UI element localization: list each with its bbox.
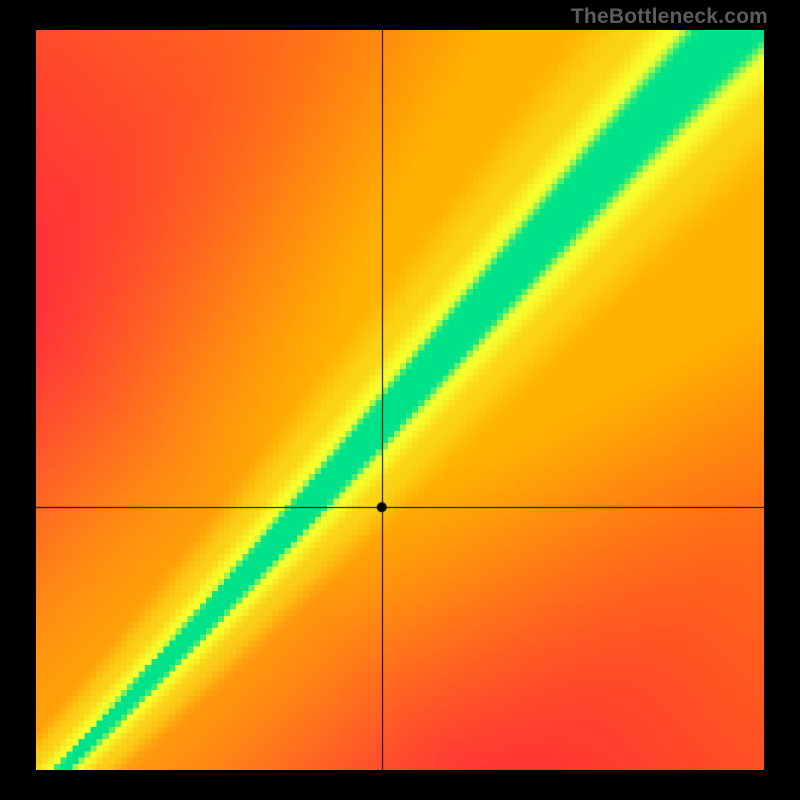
watermark-text: TheBottleneck.com bbox=[571, 5, 768, 29]
crosshair-overlay bbox=[36, 30, 764, 770]
